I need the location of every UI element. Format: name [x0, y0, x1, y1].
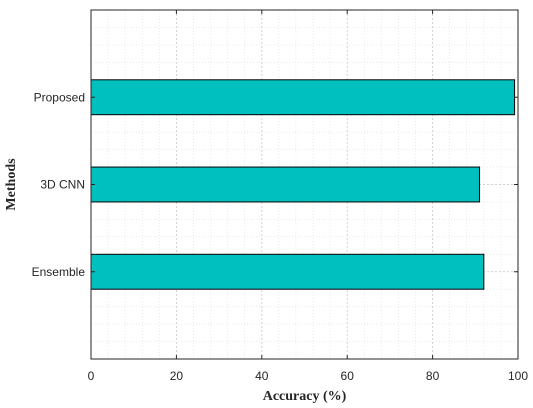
- x-tick-labels: 0 20 40 60 80 100: [88, 369, 529, 383]
- x-tick-label: 80: [426, 369, 440, 383]
- y-tick-label: Proposed: [34, 90, 85, 104]
- x-tick-label: 60: [341, 369, 355, 383]
- x-tick-label: 100: [508, 369, 528, 383]
- x-tick-label: 0: [88, 369, 95, 383]
- x-tick-label: 40: [255, 369, 269, 383]
- x-tick-label: 20: [170, 369, 184, 383]
- y-axis-title: Methods: [4, 158, 19, 211]
- bar-3d-cnn: [90, 166, 481, 203]
- y-tick-labels: Ensemble 3D CNN Proposed: [32, 90, 86, 279]
- bar-ensemble: [90, 253, 485, 290]
- ticks: [90, 10, 519, 359]
- y-tick-label: 3D CNN: [40, 178, 85, 192]
- bars: [90, 79, 516, 290]
- x-axis-title: Accuracy (%): [263, 389, 347, 404]
- bar-proposed: [90, 79, 516, 116]
- y-tick-label: Ensemble: [32, 265, 86, 279]
